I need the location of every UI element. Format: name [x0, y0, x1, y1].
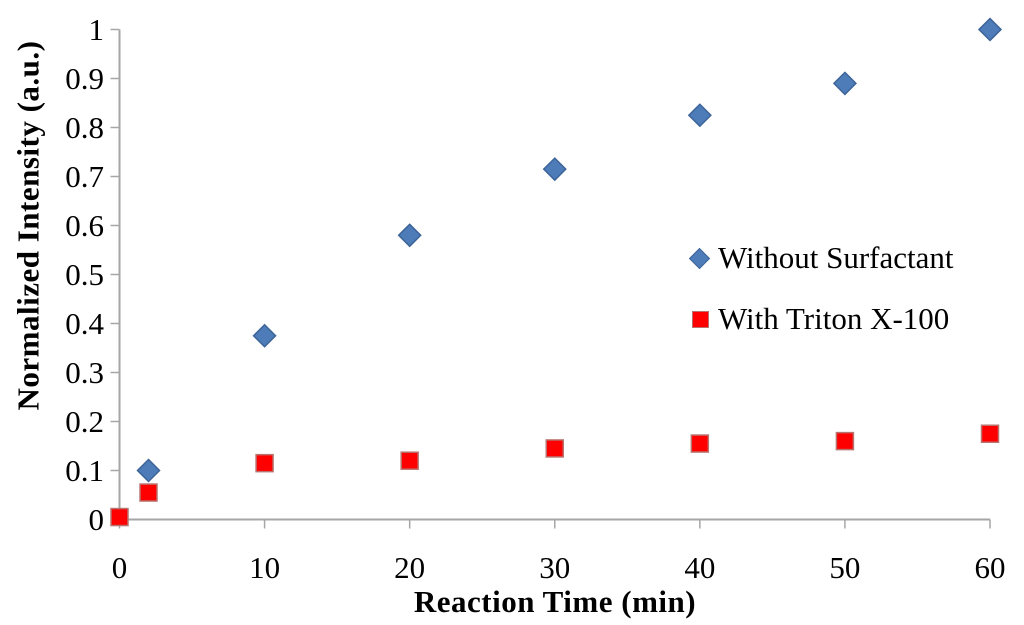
- legend-marker-cell: [688, 247, 718, 269]
- x-tick-label: 10: [249, 550, 281, 585]
- data-point-without-surfactant: [832, 71, 857, 96]
- legend-label: With Triton X-100: [718, 301, 950, 336]
- legend: Without Surfactant With Triton X-100: [688, 235, 954, 342]
- data-point-with-triton-x-100: [980, 424, 1000, 443]
- data-point-without-surfactant: [397, 223, 422, 248]
- data-point-with-triton-x-100: [835, 431, 855, 451]
- y-tick-label: 0.1: [65, 452, 104, 488]
- data-point-with-triton-x-100: [139, 483, 158, 502]
- y-tick-label: 0.6: [65, 207, 104, 243]
- data-point-without-surfactant: [136, 458, 161, 483]
- legend-item-with-triton-x-100: With Triton X-100: [692, 296, 954, 342]
- data-point-with-triton-x-100: [110, 507, 129, 527]
- y-tick-label: 0.4: [65, 305, 104, 341]
- y-tick-label: 0.3: [65, 354, 104, 390]
- y-tick-label: 1: [88, 11, 105, 47]
- legend-item-without-surfactant: Without Surfactant: [688, 235, 954, 281]
- square-marker-icon: [692, 310, 709, 328]
- data-point-with-triton-x-100: [400, 451, 419, 470]
- legend-label: Without Surfactant: [718, 240, 954, 275]
- data-point-with-triton-x-100: [255, 453, 274, 473]
- y-tick-label: 0.2: [65, 403, 104, 439]
- x-axis-title: Reaction Time (min): [413, 584, 697, 619]
- y-tick-label: 0.7: [65, 158, 104, 194]
- x-tick-label: 50: [829, 550, 861, 585]
- x-tick-label: 60: [974, 550, 1006, 585]
- data-point-without-surfactant: [252, 323, 277, 348]
- y-tick-label: 0.9: [65, 60, 104, 96]
- data-point-with-triton-x-100: [545, 439, 564, 458]
- y-tick-label: 0: [88, 501, 105, 537]
- x-tick-label: 40: [684, 550, 716, 585]
- data-point-without-surfactant: [542, 157, 567, 182]
- y-tick-label: 0.8: [65, 109, 104, 145]
- y-tick-label: 0.5: [65, 256, 104, 292]
- x-tick-label: 30: [539, 550, 571, 585]
- x-tick-label: 20: [394, 550, 426, 585]
- data-point-with-triton-x-100: [690, 434, 710, 453]
- data-point-without-surfactant: [687, 103, 712, 128]
- legend-marker-cell: [692, 310, 718, 328]
- data-point-without-surfactant: [977, 17, 1003, 42]
- diamond-marker-icon: [688, 247, 711, 269]
- x-tick-label: 0: [111, 550, 128, 585]
